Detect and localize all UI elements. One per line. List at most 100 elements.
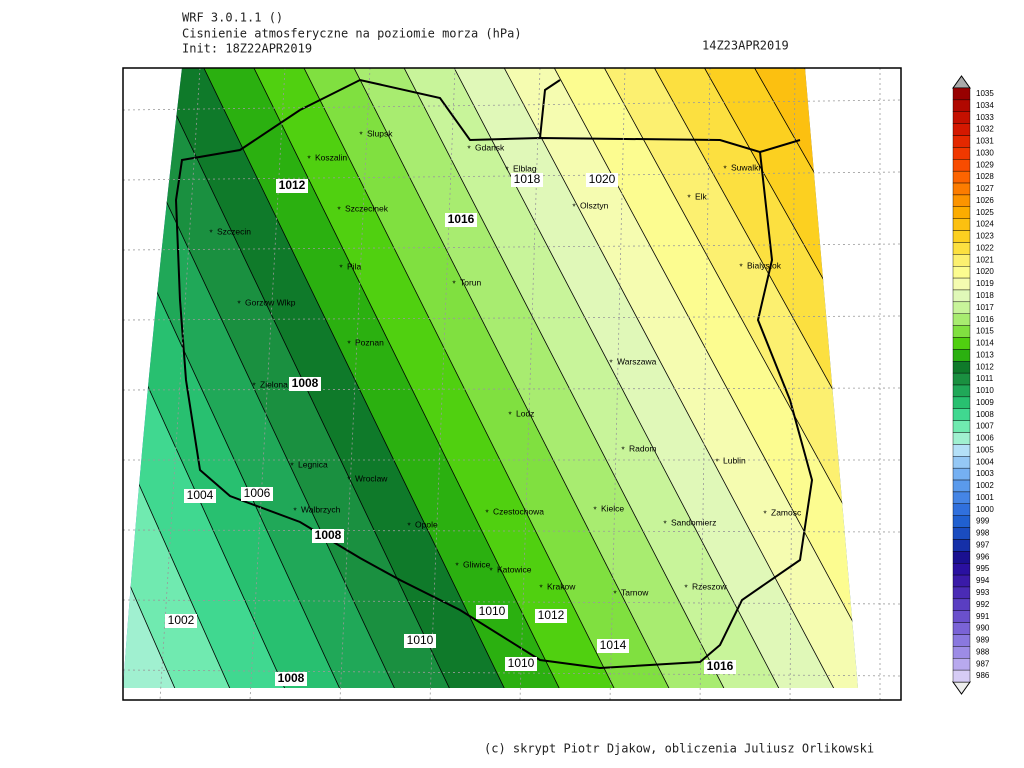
colorbar-label: 1013 [976,350,994,359]
city-label: Torun [460,277,482,287]
colorbar-label: 999 [976,517,990,526]
frame [122,67,902,701]
pressure-band [250,68,620,688]
grid-line [429,67,456,701]
colorbar-swatch [952,396,971,409]
colorbar-label: 987 [976,659,990,668]
city-label: Opole [415,519,438,529]
city-label: Suwalki [731,162,760,172]
city-label: Warszawa [617,356,657,366]
country-border [174,78,814,670]
grid-line [609,67,626,701]
pressure-band [200,68,565,688]
city-marker: * [505,164,509,174]
colorbar-swatch [952,230,971,243]
colorbar-swatch [952,325,971,338]
contour-label-bg [586,173,618,187]
isobar [123,68,236,688]
city-label: Olsztyn [580,200,609,210]
contour-label-bg [535,609,567,623]
city-label: Rzeszow [692,581,727,591]
colorbar-label: 1005 [976,445,994,454]
city-marker: * [307,153,311,163]
colorbar-swatch [952,147,971,160]
colorbar-label: 1022 [976,243,994,252]
colorbar-label: 1032 [976,125,994,134]
city-marker: * [407,520,411,530]
colorbar-label: 991 [976,612,990,621]
colorbar-label: 1010 [976,386,994,395]
pressure-band [123,68,290,688]
colorbar-label: 1017 [976,303,994,312]
colorbar-swatch [952,159,971,172]
isobar [399,68,731,688]
city-marker: * [593,504,597,514]
city-label: Szczecinek [345,203,389,213]
colorbar-swatch [952,491,971,505]
contour-label: 1016 [707,659,734,673]
city-marker: * [684,582,688,592]
pressure-band [300,68,675,688]
colorbar-swatch [952,349,971,362]
colorbar-label: 992 [976,600,990,609]
contour-label: 1012 [538,608,565,622]
city-label: Radom [629,443,656,453]
colorbar-label: 995 [976,564,990,573]
colorbar-label: 1014 [976,339,994,348]
colorbar-swatch [952,467,971,481]
colorbar-swatch [952,646,971,659]
colorbar-label: 1026 [976,196,994,205]
city-label: Elk [695,191,708,201]
city-marker: * [687,192,691,202]
isobar [649,68,858,688]
isobar [0,60,15,700]
city-marker: * [739,261,743,271]
colorbar-label: 1001 [976,493,994,502]
pressure-band [1000,60,1024,700]
city-marker: * [293,505,297,515]
grid-line [339,67,371,701]
colorbar-label: 1029 [976,160,994,169]
colorbar-swatch [952,527,971,540]
colorbar-swatch [952,384,971,398]
valid-time: 14Z23APR2019 [702,39,789,53]
colorbar-swatch [952,622,971,635]
colorbar-swatch [952,563,971,576]
city-label: Koszalin [315,152,347,162]
city-marker: * [347,474,351,484]
colorbar-swatch [952,277,971,291]
contour-label-bg [289,377,321,391]
contour-label: 1008 [292,376,319,390]
contour-label-bg [445,213,477,227]
colorbar-swatch [952,254,971,267]
city-marker: * [539,582,543,592]
isobar [199,68,511,688]
city-label: Zielona Gora [260,379,309,389]
colorbar-label: 1033 [976,113,994,122]
colorbar-swatch [952,539,971,552]
colorbar-swatch [952,574,971,588]
city-label: Lodz [516,408,534,418]
contour-label: 1008 [315,528,342,542]
city-marker: * [455,560,459,570]
pressure-band [0,60,15,700]
colorbar-swatch [952,99,971,112]
city-marker: * [290,460,294,470]
colorbar-swatch [952,551,971,564]
colorbar-swatch [952,515,971,528]
colorbar-swatch [952,182,971,196]
city-marker: * [347,338,351,348]
colorbar-label: 997 [976,540,990,549]
contour-label: 1010 [508,656,535,670]
isobar [749,68,858,688]
colorbar-label: 1025 [976,208,994,217]
colorbar-label: 988 [976,647,990,656]
colorbar-swatch [952,301,971,314]
city-label: Legnica [298,459,328,469]
contour-label: 1014 [600,638,627,652]
city-marker: * [339,262,343,272]
title: Cisnienie atmosferyczne na poziomie morz… [182,27,522,41]
contour-label: 1008 [278,671,305,685]
city-label: Tarnow [621,587,649,597]
contour-label: 1020 [589,172,616,186]
